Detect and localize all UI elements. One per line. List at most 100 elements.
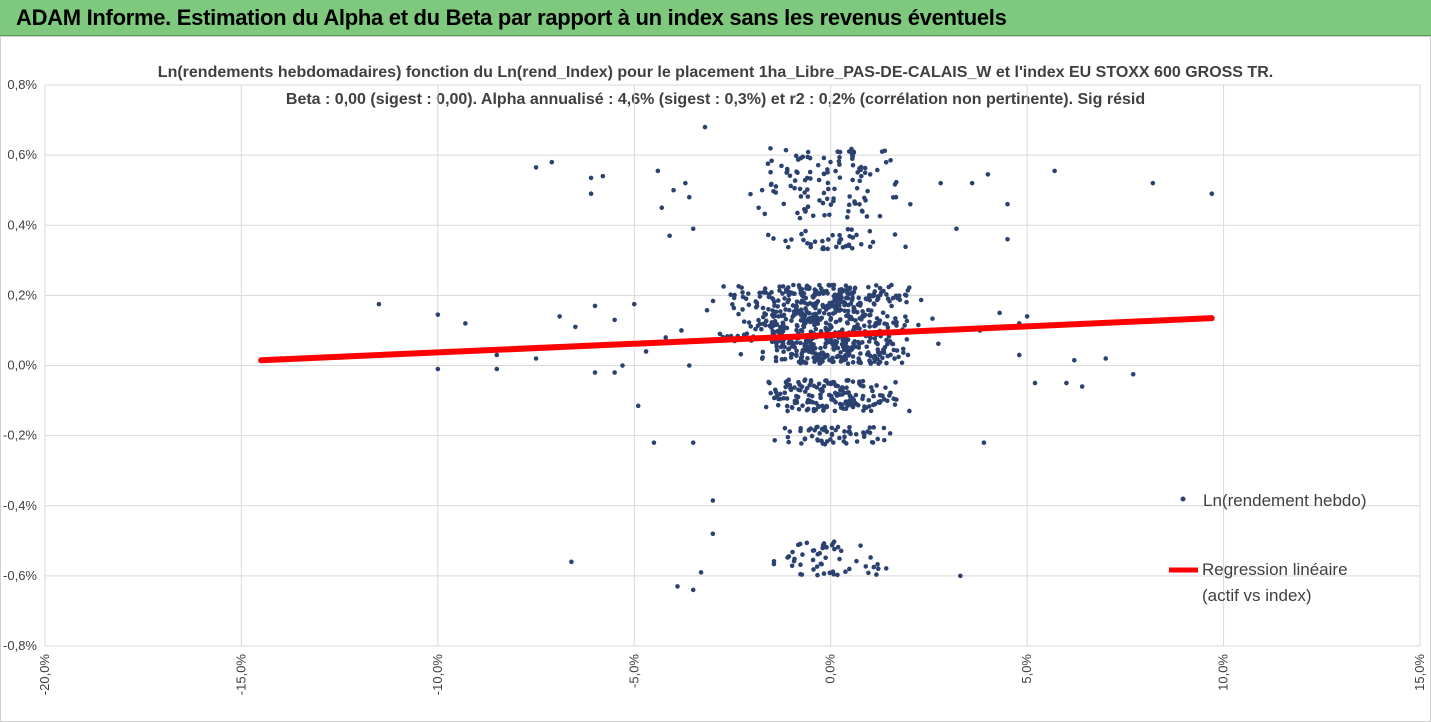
- data-point: [904, 299, 909, 305]
- data-point: [1150, 180, 1156, 186]
- data-point: [885, 313, 890, 319]
- data-point: [800, 552, 805, 557]
- data-point: [766, 379, 771, 385]
- data-point: [891, 347, 897, 353]
- data-point: [893, 380, 898, 385]
- data-point: [866, 404, 872, 409]
- data-point: [826, 311, 832, 317]
- data-point: [849, 227, 854, 232]
- data-point: [745, 291, 751, 296]
- data-point: [857, 178, 863, 184]
- data-point: [773, 190, 779, 195]
- data-point: [802, 300, 807, 305]
- data-point: [877, 292, 883, 298]
- data-point: [849, 403, 855, 408]
- data-point: [831, 286, 836, 291]
- data-point: [870, 388, 875, 394]
- data-point: [872, 359, 877, 364]
- data-point: [825, 352, 830, 358]
- data-point: [817, 308, 822, 314]
- data-point: [893, 194, 899, 200]
- data-point: [827, 283, 832, 288]
- data-point: [533, 356, 539, 361]
- data-point: [892, 182, 898, 187]
- data-point: [824, 403, 829, 409]
- data-point: [683, 180, 688, 186]
- data-point: [981, 440, 987, 445]
- data-point: [1130, 371, 1136, 377]
- data-point: [821, 190, 827, 196]
- data-point: [871, 425, 876, 430]
- data-point: [792, 400, 798, 406]
- data-point: [773, 355, 779, 360]
- data-point: [768, 146, 773, 151]
- data-point: [806, 344, 811, 350]
- data-point: [782, 296, 787, 301]
- data-point: [985, 172, 991, 177]
- data-point: [854, 185, 860, 191]
- data-point: [887, 393, 892, 398]
- data-point: [1005, 236, 1010, 242]
- data-point: [887, 338, 893, 344]
- data-point: [754, 300, 760, 306]
- data-point: [809, 319, 815, 324]
- data-point: [805, 187, 810, 192]
- data-point: [832, 186, 837, 192]
- data-point: [789, 237, 794, 242]
- x-tick-label: -15,0%: [233, 654, 248, 696]
- data-point: [907, 285, 912, 290]
- data-point: [1052, 168, 1057, 174]
- data-point: [806, 392, 812, 398]
- horizontal-gridlines: [45, 84, 1420, 647]
- data-point: [760, 349, 766, 355]
- data-point: [824, 439, 830, 444]
- data-point: [1071, 357, 1077, 363]
- data-point: [721, 284, 726, 289]
- data-point: [806, 349, 812, 354]
- data-point: [837, 556, 842, 562]
- data-point: [855, 322, 860, 327]
- data-point: [892, 402, 898, 407]
- data-point: [812, 427, 817, 433]
- data-point: [549, 159, 555, 165]
- legend-label-regression: Regression linéaire (actif vs index): [1202, 557, 1348, 609]
- data-point: [804, 386, 810, 391]
- data-point: [815, 572, 820, 578]
- data-point: [842, 434, 847, 440]
- data-point: [740, 307, 745, 312]
- data-point: [841, 439, 847, 444]
- data-point: [904, 337, 910, 342]
- data-point: [880, 355, 885, 361]
- data-point: [830, 359, 835, 365]
- data-point: [757, 321, 763, 327]
- data-point: [753, 326, 758, 332]
- data-point: [783, 307, 788, 312]
- data-point: [864, 344, 870, 350]
- data-point: [874, 297, 880, 303]
- data-point: [804, 286, 809, 291]
- data-point: [815, 424, 820, 430]
- data-point: [854, 558, 859, 564]
- data-point: [958, 573, 963, 579]
- data-point: [1032, 380, 1038, 386]
- data-point: [690, 440, 696, 445]
- data-point: [781, 395, 786, 401]
- data-point: [798, 194, 804, 199]
- data-point: [868, 312, 873, 318]
- data-point: [675, 584, 680, 589]
- data-point: [894, 323, 899, 328]
- data-point: [739, 285, 744, 290]
- data-point: [773, 389, 779, 395]
- data-point: [717, 331, 723, 337]
- data-point: [736, 311, 741, 317]
- data-point: [800, 154, 806, 160]
- data-point: [789, 290, 795, 296]
- data-point: [773, 358, 779, 364]
- report-title: ADAM Informe. Estimation du Alpha et du …: [16, 5, 1007, 30]
- data-point: [780, 291, 785, 296]
- data-point: [824, 378, 829, 383]
- data-point: [557, 314, 562, 319]
- data-point: [845, 308, 851, 314]
- data-point: [867, 324, 873, 329]
- data-point: [588, 191, 594, 196]
